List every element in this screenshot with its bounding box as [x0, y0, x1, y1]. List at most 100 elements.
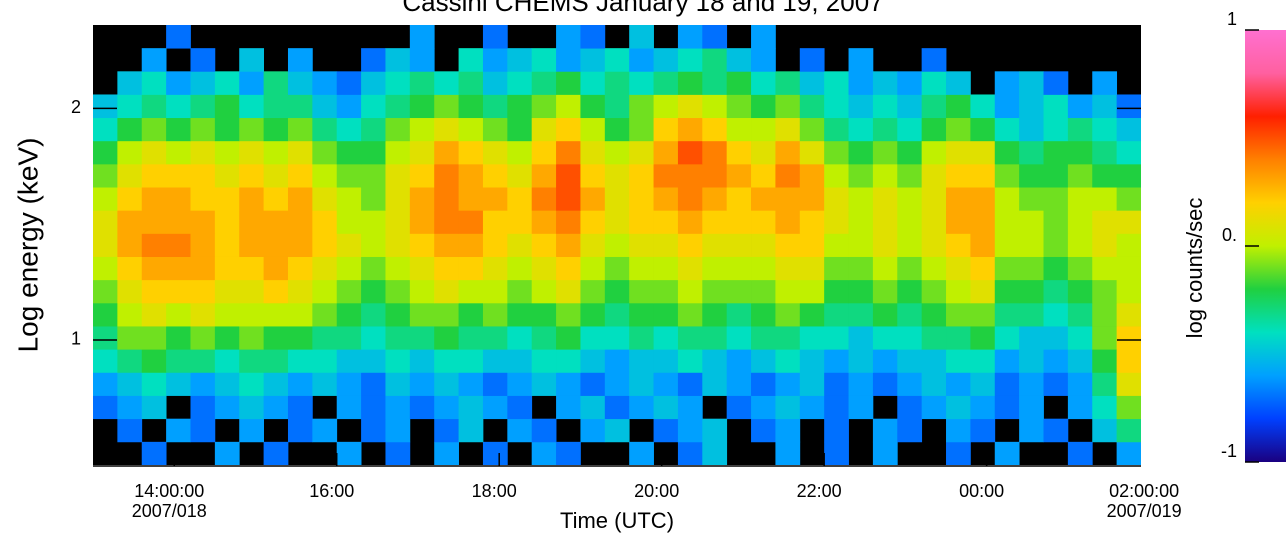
heatmap-cell: [702, 94, 728, 119]
heatmap-cell: [970, 326, 996, 350]
heatmap-cell: [872, 326, 898, 350]
heatmap-cell: [726, 349, 752, 373]
heatmap-cell: [409, 372, 435, 396]
heatmap-cell: [921, 94, 947, 119]
heatmap-cell: [385, 395, 411, 420]
heatmap-cell: [482, 48, 508, 72]
heatmap-cell: [946, 210, 971, 234]
heatmap-cell: [482, 279, 508, 304]
heatmap-cell: [287, 418, 313, 443]
heatmap-cell: [190, 140, 216, 165]
heatmap-cell: [556, 395, 581, 420]
heatmap-cell: [263, 395, 289, 420]
heatmap-cell: [1067, 210, 1093, 234]
heatmap-cell: [702, 372, 728, 396]
heatmap-cell: [214, 187, 240, 211]
heatmap-cell: [653, 187, 679, 211]
heatmap-cell: [239, 418, 265, 443]
heatmap-cell: [434, 140, 459, 165]
heatmap-cell: [775, 94, 801, 119]
heatmap-cell: [970, 372, 996, 396]
heatmap-cell: [287, 140, 313, 165]
heatmap-cell: [921, 48, 947, 72]
heatmap-cell: [629, 395, 654, 420]
heatmap-cell: [190, 326, 216, 350]
heatmap-cell: [336, 326, 362, 350]
heatmap-cell: [1043, 140, 1069, 165]
heatmap-cell: [604, 48, 630, 72]
heatmap-cell: [239, 71, 265, 95]
heatmap-cell: [897, 418, 923, 443]
heatmap-cell: [897, 187, 923, 211]
heatmap-cell: [287, 302, 313, 327]
heatmap-cell: [190, 163, 216, 188]
heatmap-cell: [799, 279, 825, 304]
heatmap-cell: [214, 94, 240, 119]
heatmap-cell: [726, 187, 752, 211]
heatmap-cell: [93, 349, 118, 373]
heatmap-cell: [482, 163, 508, 188]
heatmap-cell: [726, 279, 752, 304]
heatmap-cell: [677, 326, 703, 350]
heatmap-cell: [385, 326, 411, 350]
heatmap-cell: [1043, 418, 1069, 443]
heatmap-cell: [1067, 140, 1093, 165]
heatmap-cell: [970, 233, 996, 257]
heatmap-cell: [312, 302, 338, 327]
heatmap-cell: [166, 302, 191, 327]
heatmap-cell: [409, 71, 435, 95]
heatmap-cell: [604, 140, 630, 165]
heatmap-cell: [1043, 256, 1069, 281]
heatmap-cell: [1092, 140, 1118, 165]
heatmap-cell: [117, 210, 143, 234]
heatmap-cell: [970, 210, 996, 234]
heatmap-cell: [166, 71, 191, 95]
heatmap-cell: [702, 25, 728, 49]
heatmap-cell: [1043, 349, 1069, 373]
heatmap-cell: [824, 256, 849, 281]
heatmap-cell: [726, 163, 752, 188]
heatmap-cell: [799, 117, 825, 142]
heatmap-cell: [994, 163, 1020, 188]
heatmap-cell: [117, 71, 143, 95]
heatmap-cell: [629, 372, 654, 396]
heatmap-cell: [1019, 302, 1044, 327]
heatmap-cell: [726, 395, 752, 420]
heatmap-cell: [1092, 418, 1118, 443]
heatmap-cell: [385, 233, 411, 257]
heatmap-cell: [117, 233, 143, 257]
heatmap-cell: [434, 187, 459, 211]
heatmap-cell: [726, 117, 752, 142]
heatmap-cell: [1092, 94, 1118, 119]
heatmap-cell: [312, 210, 338, 234]
heatmap-cell: [287, 163, 313, 188]
heatmap-cell: [361, 349, 386, 373]
heatmap-cell: [848, 326, 874, 350]
heatmap-cell: [190, 395, 216, 420]
heatmap-cell: [239, 210, 265, 234]
heatmap-cell: [531, 233, 557, 257]
heatmap-cell: [848, 187, 874, 211]
heatmap-cell: [190, 349, 216, 373]
heatmap-cell: [166, 210, 191, 234]
heatmap-cell: [214, 395, 240, 420]
heatmap-cell: [190, 48, 216, 72]
heatmap-cell: [1043, 163, 1069, 188]
heatmap-cell: [946, 140, 971, 165]
heatmap-cell: [848, 210, 874, 234]
heatmap-cell: [726, 233, 752, 257]
heatmap-cell: [556, 94, 581, 119]
heatmap-cell: [946, 326, 971, 350]
heatmap-cell: [799, 140, 825, 165]
heatmap-cell: [166, 94, 191, 119]
heatmap-cell: [361, 233, 386, 257]
heatmap-cell: [702, 441, 728, 465]
heatmap-cell: [214, 326, 240, 350]
heatmap-cell: [580, 117, 606, 142]
heatmap-cell: [141, 372, 167, 396]
heatmap-cell: [897, 256, 923, 281]
x-tick-label: 02:00:00: [1109, 481, 1179, 501]
heatmap-cell: [1116, 395, 1141, 420]
heatmap-cell: [629, 256, 654, 281]
chart-title: Cassini CHEMS January 18 and 19, 2007: [402, 0, 883, 17]
